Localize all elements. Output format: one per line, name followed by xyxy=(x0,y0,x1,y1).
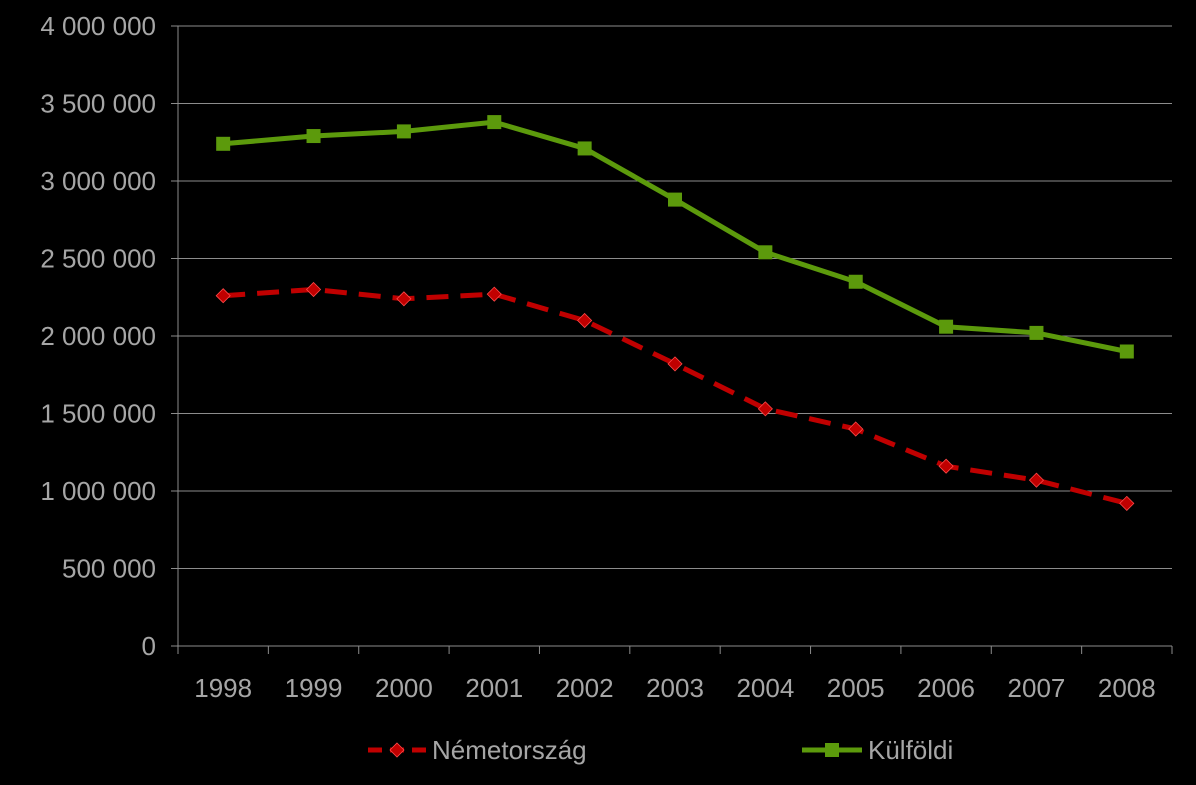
data-point xyxy=(1028,472,1045,488)
x-tick-label: 2006 xyxy=(917,673,975,703)
data-point xyxy=(848,274,863,289)
x-tick-label: 2002 xyxy=(556,673,614,703)
y-tick-label: 1 000 000 xyxy=(40,476,156,506)
data-point xyxy=(215,288,231,304)
legend-item-kulfoldi: Külföldi xyxy=(802,735,953,765)
x-tick-label: 2004 xyxy=(736,673,794,703)
x-tick-label: 2003 xyxy=(646,673,704,703)
data-point xyxy=(486,286,502,302)
x-tick-label: 1998 xyxy=(194,673,252,703)
y-tick-label: 3 000 000 xyxy=(40,166,156,196)
axes: 0 500 000 1 000 000 1 500 000 2 000 000 2 500… xyxy=(40,11,1173,703)
series-kulfoldi xyxy=(216,115,1134,359)
data-point xyxy=(305,281,322,298)
data-point xyxy=(306,129,321,144)
gridlines xyxy=(178,25,1172,569)
data-point xyxy=(848,421,864,437)
data-point xyxy=(1119,495,1135,511)
data-point xyxy=(1119,344,1134,359)
y-tick-label: 2 000 000 xyxy=(40,321,156,351)
y-tick-label: 0 xyxy=(142,631,156,661)
series-line xyxy=(223,287,1128,506)
legend-swatch-marker xyxy=(825,743,839,757)
x-tick-label: 2008 xyxy=(1098,673,1156,703)
legend-label: Külföldi xyxy=(868,735,953,765)
data-point xyxy=(1029,325,1044,340)
legend-label: Németország xyxy=(432,735,587,765)
series-nemetorszag xyxy=(215,281,1135,511)
data-point xyxy=(396,124,411,139)
x-tick-label: 1999 xyxy=(285,673,343,703)
x-tick-label: 2001 xyxy=(465,673,523,703)
data-point xyxy=(938,458,954,474)
legend-item-nemetorszag: Németország xyxy=(368,735,587,765)
data-point xyxy=(216,136,231,151)
data-point xyxy=(577,312,593,329)
data-point xyxy=(667,356,683,372)
data-point xyxy=(396,291,412,307)
data-point xyxy=(758,245,773,260)
data-point xyxy=(487,115,502,130)
y-tick-label: 1 500 000 xyxy=(40,399,156,429)
series-lines xyxy=(215,115,1135,511)
legend: Németország Külföldi xyxy=(368,735,953,765)
x-tick-label: 2000 xyxy=(375,673,433,703)
y-tick-label: 3 500 000 xyxy=(40,89,156,119)
y-tick-label: 2 500 000 xyxy=(40,244,156,274)
series-line xyxy=(222,119,1128,354)
data-point xyxy=(939,319,954,334)
data-point xyxy=(577,141,592,156)
data-point xyxy=(757,401,773,417)
legend-swatch-marker xyxy=(389,742,405,758)
x-tick-label: 2007 xyxy=(1008,673,1066,703)
y-tick-label: 500 000 xyxy=(62,554,156,584)
x-tick-label: 2005 xyxy=(827,673,885,703)
y-tick-label: 4 000 000 xyxy=(40,11,156,41)
data-point xyxy=(668,192,682,207)
